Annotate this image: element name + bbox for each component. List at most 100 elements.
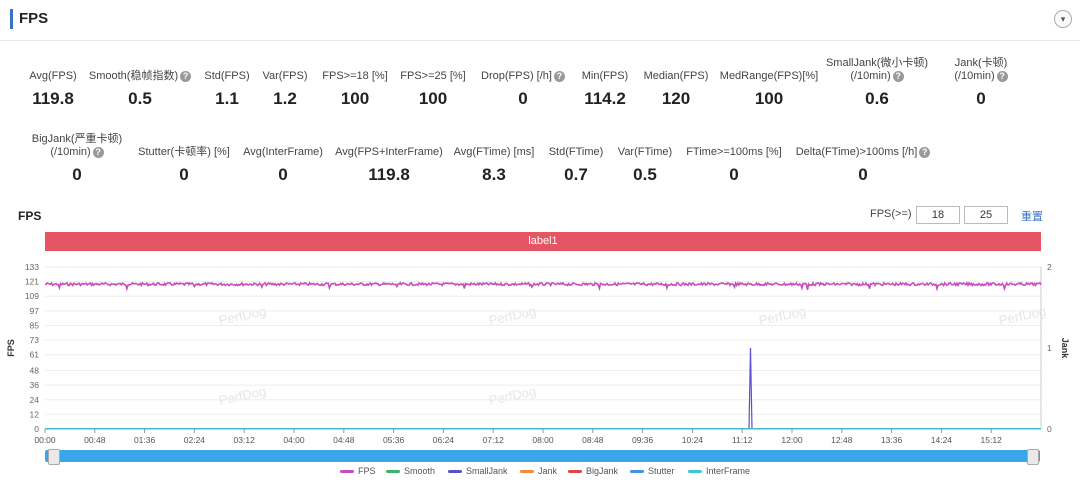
y-tick-label-7: 85 xyxy=(30,320,40,330)
chart-section-title: FPS xyxy=(18,209,42,223)
stat-label: Avg(FPS) xyxy=(29,70,77,82)
watermark-3: PerfDog xyxy=(998,303,1048,328)
help-icon[interactable]: ? xyxy=(553,70,565,82)
x-tick-label-9: 07:12 xyxy=(483,435,505,445)
stat-stats_row1-7: Min(FPS) 114.2 xyxy=(535,70,675,109)
legend-item-smalljank[interactable]: SmallJank xyxy=(448,466,508,476)
stat-value: 0 xyxy=(278,165,288,184)
y2-tick-label-2: 2 xyxy=(1047,262,1052,272)
stat-label: Smooth(稳帧指数)? xyxy=(70,70,210,83)
reset-button[interactable]: 重置 xyxy=(1021,211,1043,223)
y-tick-label-1: 12 xyxy=(30,409,40,419)
chevron-down-icon[interactable]: ▾ xyxy=(1054,10,1072,28)
legend-item-interframe[interactable]: InterFrame xyxy=(688,466,750,476)
help-icon[interactable]: ? xyxy=(919,146,931,158)
stat-value: 8.3 xyxy=(482,165,506,184)
legend-label: Stutter xyxy=(648,466,675,476)
x-tick-label-2: 01:36 xyxy=(134,435,156,445)
x-tick-label-11: 08:48 xyxy=(582,435,604,445)
stat-value: 114.2 xyxy=(584,89,626,108)
stat-value: 0 xyxy=(179,165,189,184)
stat-value: 0 xyxy=(976,89,986,108)
stat-stats_row2-2: Avg(InterFrame) 0 xyxy=(213,146,353,185)
y2-tick-label-0: 0 xyxy=(1047,424,1052,434)
legend-item-smooth[interactable]: Smooth xyxy=(386,466,435,476)
stat-value: 1.2 xyxy=(273,89,297,108)
legend-label: InterFrame xyxy=(706,466,751,476)
fps-threshold-input-2[interactable]: 25 xyxy=(964,206,1008,224)
watermark-2: PerfDog xyxy=(758,303,808,328)
x-tick-label-17: 13:36 xyxy=(881,435,903,445)
legend-item-bigjank[interactable]: BigJank xyxy=(568,466,618,476)
stat-label: Avg(FPS+InterFrame) xyxy=(335,146,443,158)
stat-value: 120 xyxy=(661,89,691,108)
stat-label: SmallJank(微小卡顿) (/10min)? xyxy=(825,57,929,82)
legend-item-stutter[interactable]: Stutter xyxy=(630,466,675,476)
stat-label: BigJank(严重卡顿) (/10min)? xyxy=(31,133,123,158)
legend-item-fps[interactable]: FPS xyxy=(340,466,376,476)
legend-swatch xyxy=(340,470,354,474)
stat-label: MedRange(FPS)[%] xyxy=(719,70,819,82)
fps-threshold-label: FPS(>=) xyxy=(870,208,912,220)
x-tick-label-5: 04:00 xyxy=(283,435,305,445)
x-tick-label-13: 10:24 xyxy=(682,435,704,445)
x-tick-label-1: 00:48 xyxy=(84,435,106,445)
stat-label: FPS>=25 [%] xyxy=(400,70,466,82)
x-tick-label-12: 09:36 xyxy=(632,435,654,445)
stat-stats_row2-4: Avg(FTime) [ms] 8.3 xyxy=(424,146,564,185)
legend-swatch xyxy=(630,470,644,474)
stat-label: FPS>=18 [%] xyxy=(322,70,388,82)
stat-value: 119.8 xyxy=(368,165,410,184)
legend-label: Jank xyxy=(538,466,558,476)
y-tick-label-8: 97 xyxy=(30,306,40,316)
stat-label: FTime>=100ms [%] xyxy=(686,146,782,158)
legend-label: SmallJank xyxy=(466,466,508,476)
x-tick-label-15: 12:00 xyxy=(781,435,803,445)
y-tick-label-2: 24 xyxy=(30,395,40,405)
legend-item-jank[interactable]: Jank xyxy=(520,466,557,476)
stat-label: Std(FTime) xyxy=(548,146,604,158)
stat-stats_row1-0: Avg(FPS) 119.8 xyxy=(0,70,123,109)
help-icon[interactable]: ? xyxy=(892,70,904,82)
x-tick-label-10: 08:00 xyxy=(532,435,554,445)
stat-stats_row1-2: Std(FPS) 1.1 xyxy=(157,70,297,109)
x-tick-label-14: 11:12 xyxy=(732,435,753,445)
label-band[interactable]: label1 xyxy=(45,232,1041,251)
stat-stats_row2-0: BigJank(严重卡顿) (/10min)? 0 xyxy=(7,133,147,185)
legend-swatch xyxy=(448,470,462,474)
time-range-slider[interactable] xyxy=(45,450,1040,462)
stat-stats_row1-10: SmallJank(微小卡顿) (/10min)? 0.6 xyxy=(807,57,947,109)
stat-label: Jank(卡顿) (/10min)? xyxy=(954,57,1008,82)
stat-stats_row1-6: Drop(FPS) [/h]? 0 xyxy=(453,70,593,109)
stat-value: 100 xyxy=(754,89,784,108)
stat-label: Stutter(卡顿率) [%] xyxy=(138,146,230,158)
fps-chart[interactable]: PerfDog PerfDog PerfDog PerfDog PerfDog PerfD… xyxy=(0,255,1080,448)
series-spike-smalljank-0 xyxy=(748,347,753,430)
slider-handle-right[interactable] xyxy=(1027,449,1039,465)
stat-stats_row1-11: Jank(卡顿) (/10min)? 0 xyxy=(911,57,1051,109)
legend-swatch xyxy=(688,470,702,474)
stat-label: Std(FPS) xyxy=(204,70,250,82)
fps-threshold-input-1[interactable]: 18 xyxy=(916,206,960,224)
help-icon[interactable]: ? xyxy=(996,70,1008,82)
slider-handle-left[interactable] xyxy=(48,449,60,465)
stat-stats_row1-3: Var(FPS) 1.2 xyxy=(215,70,355,109)
y-tick-label-5: 61 xyxy=(30,350,40,360)
help-icon[interactable]: ? xyxy=(180,70,192,82)
stat-stats_row2-5: Std(FTime) 0.7 xyxy=(506,146,646,185)
x-tick-label-18: 14:24 xyxy=(931,435,953,445)
x-tick-label-0: 00:00 xyxy=(34,435,56,445)
stat-value: 0.5 xyxy=(128,89,152,108)
y2-tick-label-1: 1 xyxy=(1047,343,1052,353)
y-tick-label-3: 36 xyxy=(30,380,40,390)
y-tick-label-0: 0 xyxy=(34,424,39,434)
stat-stats_row1-5: FPS>=25 [%] 100 xyxy=(363,70,503,109)
help-icon[interactable]: ? xyxy=(92,146,104,158)
y-tick-label-10: 121 xyxy=(25,277,39,287)
header-accent-bar xyxy=(10,9,13,29)
series-line-fps xyxy=(44,281,1042,292)
stat-label: Avg(FTime) [ms] xyxy=(453,146,535,158)
stat-label: Drop(FPS) [/h]? xyxy=(453,70,593,83)
stat-stats_row1-9: MedRange(FPS)[%] 100 xyxy=(699,70,839,109)
stat-label: Avg(InterFrame) xyxy=(243,146,323,158)
